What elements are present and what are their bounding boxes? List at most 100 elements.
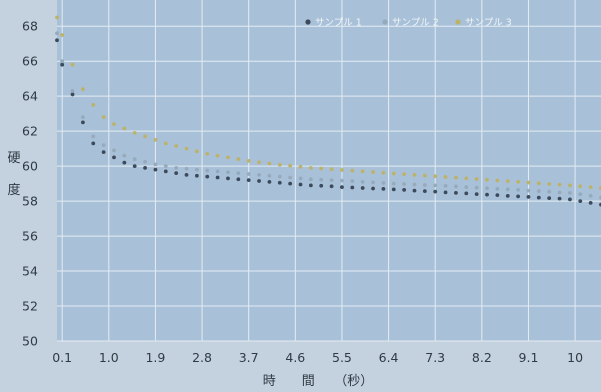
series-3-point xyxy=(443,175,448,179)
series-2-point xyxy=(70,89,75,93)
series-2-point xyxy=(485,186,489,191)
series-3-point xyxy=(112,122,116,127)
series-1-point xyxy=(547,196,552,201)
series-2-point xyxy=(433,183,438,188)
series-3-point xyxy=(308,165,313,170)
series-1-point xyxy=(568,197,572,202)
y-axis-label-char-1: 硬 xyxy=(7,151,20,166)
y-tick-label: 64 xyxy=(22,89,38,104)
series-1-point xyxy=(422,189,427,194)
series-3-point xyxy=(350,168,355,173)
legend-label-2: サンプル 2 xyxy=(392,18,439,29)
series-3-point xyxy=(516,179,521,184)
y-axis-ticks: 50 52 54 56 58 60 62 64 66 68 xyxy=(22,19,38,349)
series-2-point xyxy=(205,168,210,173)
y-tick-label: 54 xyxy=(22,264,38,279)
series-2-point xyxy=(340,178,344,183)
series-1-point xyxy=(443,190,448,195)
x-tick-label: 7.3 xyxy=(425,350,445,365)
series-2-point xyxy=(381,181,386,185)
series-1-point xyxy=(122,160,127,165)
series-3-point xyxy=(215,153,220,158)
y-tick-label: 52 xyxy=(22,299,38,314)
series-2-point xyxy=(557,190,562,195)
series-3-point xyxy=(55,15,59,20)
series-3-point xyxy=(257,160,261,165)
series-1-point xyxy=(288,181,293,186)
series-1-point xyxy=(153,167,158,172)
series-2-point xyxy=(505,187,510,192)
x-tick-label: 9.1 xyxy=(519,350,539,365)
series-2-point xyxy=(60,59,65,64)
series-2-point xyxy=(194,167,199,172)
series-2 xyxy=(55,31,601,200)
series-3-point xyxy=(402,172,407,177)
series-2-point xyxy=(464,185,469,190)
x-tick-label: 5.5 xyxy=(332,350,352,365)
series-3-point xyxy=(163,141,168,146)
series-3-point xyxy=(91,103,96,107)
series-1-point xyxy=(143,165,147,170)
series-3-point xyxy=(132,131,137,135)
series-3-point xyxy=(588,185,593,190)
series-2-point xyxy=(163,164,168,169)
series-2-point xyxy=(101,143,106,148)
series-3-point xyxy=(360,169,365,174)
series-1-point xyxy=(588,200,593,205)
series-1-point xyxy=(112,155,116,160)
series-3-point xyxy=(81,87,85,92)
series-2-point xyxy=(391,181,396,186)
y-tick-label: 68 xyxy=(22,19,38,34)
series-1-point xyxy=(412,188,417,193)
x-axis-ticks: 0.1 1.0 1.9 2.8 3.7 4.6 5.5 6.4 7.3 8.2 9.1 10 xyxy=(52,350,583,365)
series-2-point xyxy=(454,184,458,189)
series-1-point xyxy=(298,182,303,187)
series-3-point xyxy=(70,62,75,67)
series-2-point xyxy=(412,182,417,187)
series-2-point xyxy=(55,31,59,36)
series-2-point xyxy=(516,188,521,192)
series-1-point xyxy=(277,180,282,185)
series-3-point xyxy=(474,177,479,181)
series-1-point xyxy=(319,183,324,188)
series-1-point xyxy=(205,174,210,179)
series-3-point xyxy=(277,162,282,167)
series-1-point xyxy=(215,175,220,180)
legend-marker-3 xyxy=(455,19,461,25)
series-3-point xyxy=(495,178,500,183)
series-1-point xyxy=(526,195,531,199)
series-3-point xyxy=(485,177,489,182)
series-3-point xyxy=(236,157,241,162)
series-2-point xyxy=(174,165,179,170)
series-1-point xyxy=(329,184,334,189)
series-3-point xyxy=(288,163,293,168)
series-2-point xyxy=(122,153,127,158)
series-1-point xyxy=(257,179,261,183)
series-3-point xyxy=(536,181,541,186)
x-tick-label: 8.2 xyxy=(472,350,492,365)
x-tick-label: 2.8 xyxy=(192,350,212,365)
series-2-point xyxy=(371,180,375,185)
series-3-point xyxy=(205,151,210,156)
y-tick-label: 50 xyxy=(22,334,38,349)
series-2-point xyxy=(474,185,479,190)
x-tick-label: 10 xyxy=(567,350,583,365)
series-1-point xyxy=(516,194,521,199)
series-1-point xyxy=(174,171,179,176)
series-1-point xyxy=(350,185,355,190)
series-1-point xyxy=(101,150,106,155)
series-2-point xyxy=(277,174,282,179)
series-2-point xyxy=(495,186,500,191)
series-2-point xyxy=(132,157,137,162)
series-3-point xyxy=(391,171,396,176)
series-1-point xyxy=(391,187,396,192)
series-3-point xyxy=(381,170,386,175)
series-3-point xyxy=(412,172,417,177)
series-2-point xyxy=(91,134,96,139)
legend: サンプル 1 サンプル 2 サンプル 3 xyxy=(305,18,512,29)
series-2-point xyxy=(547,189,552,194)
series-1-point xyxy=(132,164,137,169)
series-2-point xyxy=(360,179,365,184)
y-tick-label: 60 xyxy=(22,159,38,174)
